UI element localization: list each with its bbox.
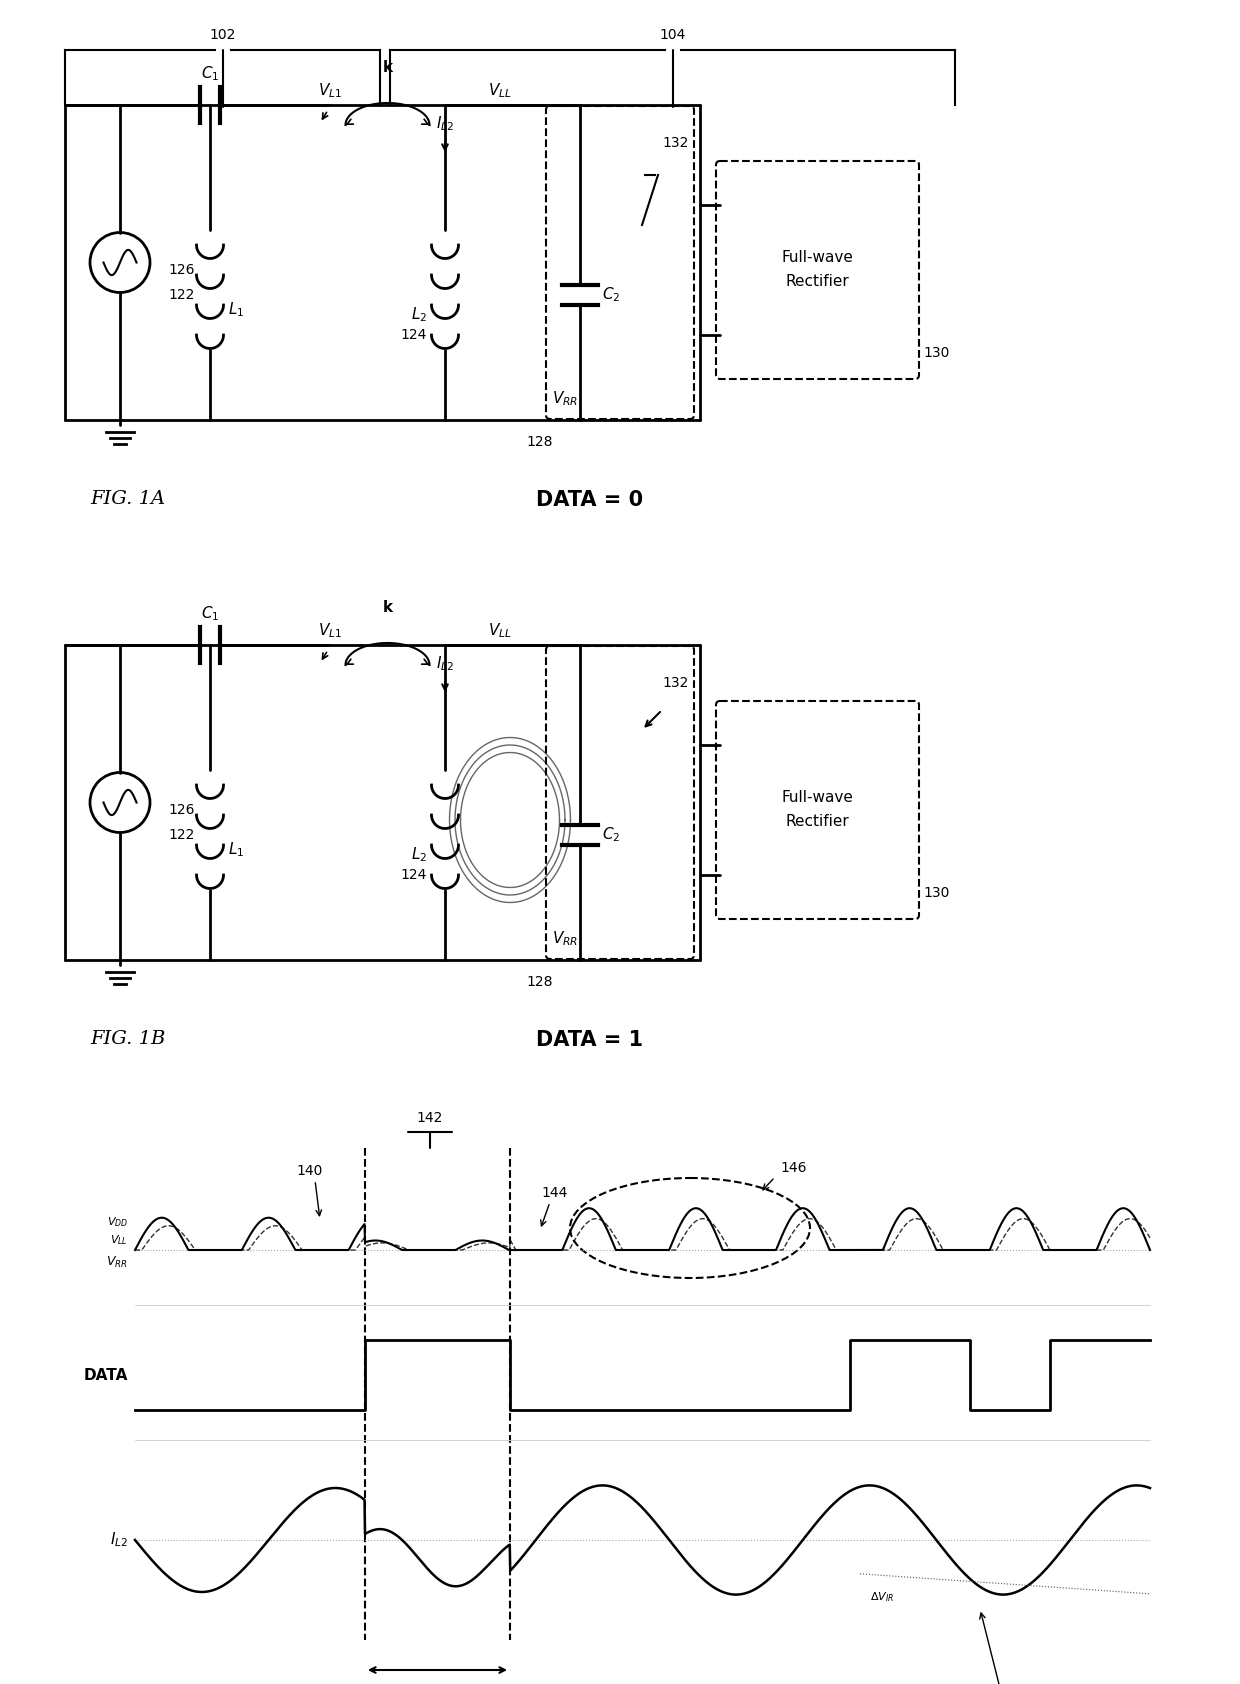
Text: $V_{LL}$: $V_{LL}$	[489, 621, 512, 640]
Text: 126: 126	[169, 803, 195, 817]
Text: $V_{RR}$: $V_{RR}$	[552, 930, 578, 948]
Text: 124: 124	[401, 328, 427, 342]
Text: $L_2$: $L_2$	[410, 306, 427, 325]
Text: $V_{LL}$: $V_{LL}$	[110, 1233, 128, 1246]
Text: Full-wave: Full-wave	[781, 251, 853, 266]
Text: $I_{L2}$: $I_{L2}$	[436, 655, 454, 674]
Text: Rectifier: Rectifier	[786, 815, 849, 830]
Text: k: k	[382, 600, 393, 615]
Text: DATA: DATA	[83, 1367, 128, 1383]
Text: 124: 124	[401, 867, 427, 882]
Text: 140: 140	[296, 1164, 324, 1179]
Text: 104: 104	[660, 29, 686, 42]
Text: 122: 122	[169, 829, 195, 842]
FancyBboxPatch shape	[715, 162, 919, 379]
Text: DATA = 1: DATA = 1	[537, 1031, 644, 1051]
Text: $V_{L1}$: $V_{L1}$	[317, 81, 342, 99]
Text: 132: 132	[662, 136, 688, 150]
Text: 128: 128	[527, 434, 553, 450]
Text: $V_{DD}$: $V_{DD}$	[107, 1216, 128, 1229]
Text: 126: 126	[169, 263, 195, 276]
Text: FIG. 1A: FIG. 1A	[91, 490, 165, 509]
Text: 102: 102	[210, 29, 236, 42]
Text: $\Delta V_{IR}$: $\Delta V_{IR}$	[870, 1590, 894, 1603]
Text: FIG. 1B: FIG. 1B	[91, 1031, 165, 1047]
Text: $I_{L2}$: $I_{L2}$	[110, 1531, 128, 1549]
Text: 144: 144	[542, 1186, 568, 1201]
Text: $C_1$: $C_1$	[201, 605, 219, 623]
Text: $L_1$: $L_1$	[228, 840, 244, 859]
Text: $I_{L2}$: $I_{L2}$	[436, 115, 454, 133]
Text: k: k	[382, 61, 393, 76]
Text: 130: 130	[923, 886, 950, 899]
Text: 130: 130	[923, 345, 950, 360]
Text: 132: 132	[662, 675, 688, 690]
Text: $V_{LL}$: $V_{LL}$	[489, 81, 512, 99]
Text: $C_1$: $C_1$	[201, 64, 219, 83]
Text: $L_1$: $L_1$	[228, 301, 244, 320]
Text: Rectifier: Rectifier	[786, 274, 849, 290]
Text: 142: 142	[417, 1111, 443, 1125]
FancyBboxPatch shape	[715, 701, 919, 919]
Text: Full-wave: Full-wave	[781, 790, 853, 805]
Text: $C_2$: $C_2$	[601, 825, 620, 844]
Text: $L_2$: $L_2$	[410, 845, 427, 864]
Text: 128: 128	[527, 975, 553, 989]
Text: 122: 122	[169, 288, 195, 301]
Text: $V_{RR}$: $V_{RR}$	[552, 389, 578, 408]
Text: DATA = 0: DATA = 0	[537, 490, 644, 510]
Text: $C_2$: $C_2$	[601, 286, 620, 305]
Text: $V_{L1}$: $V_{L1}$	[317, 621, 342, 640]
Text: $V_{RR}$: $V_{RR}$	[107, 1255, 128, 1270]
Text: 146: 146	[780, 1160, 806, 1175]
